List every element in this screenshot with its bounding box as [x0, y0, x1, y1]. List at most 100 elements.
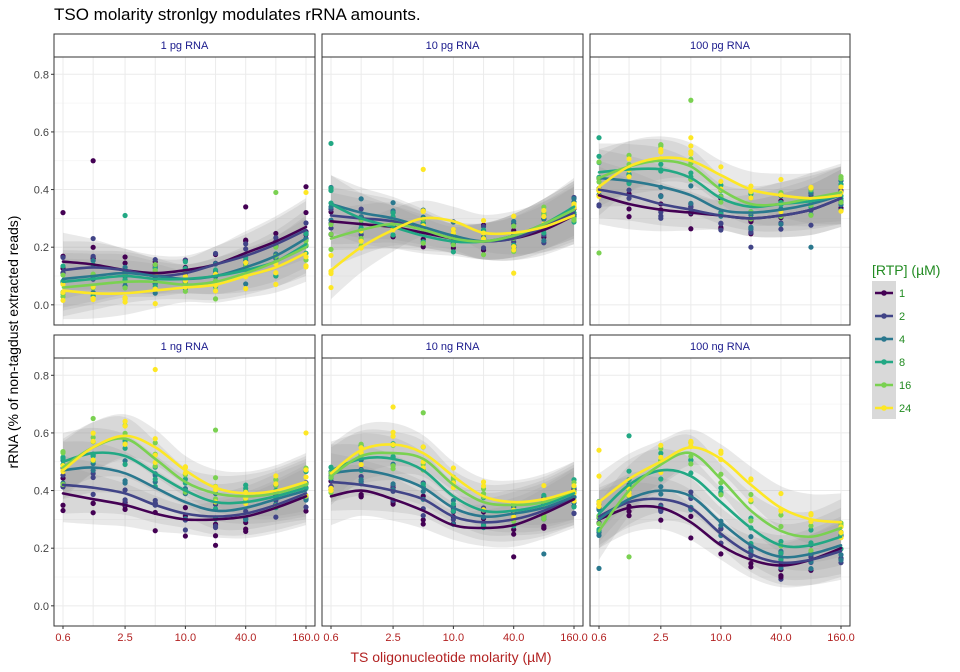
data-point: [748, 564, 754, 570]
data-point: [748, 476, 754, 482]
data-point: [90, 158, 96, 164]
x-tick-label: 0.6: [55, 632, 70, 644]
data-point: [60, 449, 66, 455]
data-point: [212, 427, 219, 433]
data-point: [808, 184, 814, 190]
data-point: [778, 557, 784, 563]
data-point: [480, 223, 487, 230]
data-point: [778, 226, 784, 232]
data-point: [838, 557, 844, 563]
data-point: [571, 510, 577, 517]
x-tick-label: 2.5: [385, 632, 400, 644]
data-point: [390, 433, 396, 439]
data-point: [718, 164, 724, 170]
data-point: [90, 500, 96, 506]
data-point: [273, 481, 279, 487]
data-point: [626, 468, 632, 474]
data-point: [212, 524, 219, 531]
data-point: [122, 497, 128, 503]
data-point: [688, 461, 694, 467]
data-point: [626, 187, 632, 193]
data-point: [541, 482, 547, 489]
panel-0: 1 pg RNA 0.0 0.2 0.4 0.6 0.8: [34, 33, 316, 326]
x-tick-label: 0.6: [591, 632, 606, 644]
data-point: [60, 455, 66, 462]
data-point: [328, 140, 334, 147]
data-point: [90, 434, 96, 441]
x-axis-title: TS oligonucleotide molarity (µM): [350, 649, 551, 665]
data-point: [273, 230, 279, 237]
panel-border: [589, 357, 851, 627]
data-point: [390, 404, 396, 410]
data-point: [658, 450, 664, 456]
data-point: [90, 453, 96, 459]
x-tick-label: 2.5: [117, 632, 132, 644]
data-point: [450, 501, 456, 507]
fit-lines: [329, 443, 576, 530]
data-point: [748, 244, 754, 250]
x-tick-label: 40.0: [235, 632, 256, 644]
data-point: [838, 173, 844, 180]
data-point: [390, 200, 396, 206]
data-point: [152, 301, 158, 307]
data-point: [122, 487, 128, 493]
fit-line-1: [329, 489, 576, 530]
legend-point-8: [881, 359, 887, 365]
data-point: [718, 485, 724, 491]
data-point: [358, 491, 364, 498]
x-tick-label: 160.0: [827, 632, 855, 644]
panels: 1 pg RNA 0.0 0.2 0.4 0.6 0.8 10 pg RNA 100 pg R…: [34, 33, 855, 644]
legend-point-16: [881, 382, 887, 388]
y-tick-label: 0.2: [34, 242, 49, 254]
data-point: [90, 295, 96, 301]
data-point: [748, 225, 754, 231]
legend-label-1: 1: [899, 288, 905, 300]
panel-border: [53, 56, 316, 326]
data-point: [450, 249, 456, 255]
data-point: [90, 510, 96, 516]
data-point: [511, 243, 517, 250]
fit-line-2: [329, 480, 576, 524]
y-tick-label: 0.8: [34, 370, 49, 382]
data-point: [511, 270, 517, 276]
fit-line-2: [597, 188, 843, 220]
fit-line-16: [597, 451, 843, 539]
data-point: [212, 542, 219, 548]
x-tick-label: 2.5: [653, 632, 668, 644]
data-point: [182, 533, 188, 539]
data-point: [303, 467, 309, 473]
data-point: [688, 97, 694, 103]
legend-title: [RTP] (µM): [872, 262, 940, 278]
data-point: [596, 153, 602, 159]
fit-line-16: [329, 451, 576, 507]
data-point: [273, 477, 279, 483]
panel-grid: [322, 57, 583, 325]
data-point: [273, 189, 279, 196]
data-point: [596, 203, 602, 209]
data-point: [808, 244, 814, 250]
x-tick-label: 10.0: [710, 632, 731, 644]
data-point: [243, 286, 249, 292]
data-point: [122, 296, 128, 302]
data-point: [303, 254, 309, 260]
data-point: [748, 534, 754, 540]
data-point: [480, 252, 487, 258]
data-point: [596, 565, 602, 571]
data-point: [390, 429, 396, 435]
data-point: [838, 552, 844, 558]
data-point: [718, 221, 724, 227]
data-point: [60, 254, 66, 261]
data-point: [212, 296, 219, 302]
data-point: [778, 490, 784, 497]
x-tick-label: 160.0: [560, 632, 588, 644]
data-point: [303, 209, 309, 216]
data-point: [541, 551, 547, 557]
data-point: [688, 535, 694, 541]
data-point: [450, 465, 456, 471]
y-tick-label: 0.2: [34, 543, 49, 555]
data-point: [152, 436, 158, 442]
fit-line-2: [61, 483, 308, 518]
data-point: [596, 135, 602, 141]
data-point: [718, 450, 724, 456]
